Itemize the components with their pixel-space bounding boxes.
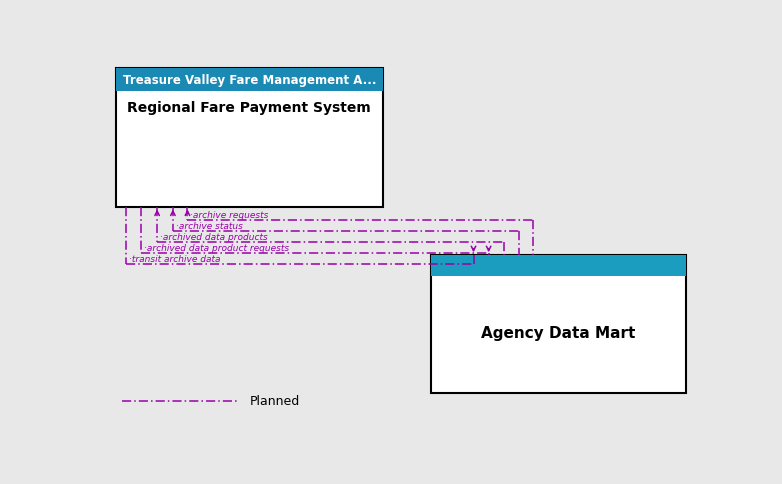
Text: ·archive status: ·archive status bbox=[176, 221, 242, 230]
Text: Planned: Planned bbox=[249, 394, 300, 408]
Text: Treasure Valley Fare Management A...: Treasure Valley Fare Management A... bbox=[123, 74, 376, 87]
Bar bbox=[116, 69, 382, 91]
Bar bbox=[431, 256, 686, 393]
Text: ·archive requests: ·archive requests bbox=[191, 210, 269, 219]
Bar bbox=[431, 256, 686, 276]
Bar bbox=[116, 69, 382, 207]
Text: ·archived data products: ·archived data products bbox=[160, 232, 268, 242]
Text: ·transit archive data: ·transit archive data bbox=[129, 254, 221, 263]
Text: Regional Fare Payment System: Regional Fare Payment System bbox=[127, 101, 371, 115]
Text: Agency Data Mart: Agency Data Mart bbox=[481, 325, 636, 340]
Text: ·archived data product requests: ·archived data product requests bbox=[145, 243, 289, 253]
